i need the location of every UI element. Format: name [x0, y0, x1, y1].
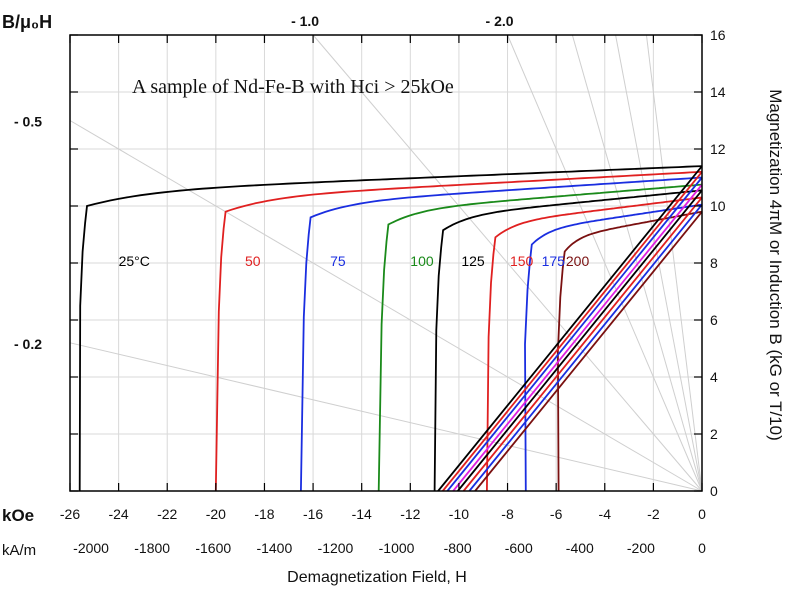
load-lines — [69, 34, 703, 492]
grid-lines — [69, 34, 703, 492]
x2-tick-label: -1800 — [134, 540, 170, 556]
x2-tick-label: -400 — [566, 540, 594, 556]
load-line — [69, 120, 703, 492]
curve-label: 100 — [410, 253, 434, 269]
x-tick-label: -16 — [303, 506, 323, 522]
curve-175 — [524, 203, 703, 492]
x-tick-label: -4 — [599, 506, 612, 522]
induction-line — [474, 211, 703, 492]
curve-label: 75 — [330, 253, 346, 269]
x-tick-label: -26 — [60, 506, 80, 522]
curve-100 — [377, 183, 703, 492]
induction-line — [468, 204, 703, 492]
axis-ticks — [69, 34, 703, 492]
y-tick-label: 4 — [710, 369, 718, 385]
demagnetization-curves — [78, 165, 703, 492]
x2-tick-label: -1400 — [256, 540, 292, 556]
induction-line — [446, 176, 703, 492]
y-tick-label: 2 — [710, 426, 718, 442]
curve-200 — [556, 210, 703, 492]
load-line-label: - 1.0 — [291, 13, 319, 29]
left-axis-title: B/μ₀H — [2, 12, 52, 32]
x-tick-label: -18 — [254, 506, 274, 522]
curve-label: 200 — [566, 253, 590, 269]
y-tick-label: 0 — [710, 483, 718, 499]
load-line-label: - 0.2 — [14, 336, 42, 352]
load-line — [645, 34, 703, 492]
x-axis-title: Demagnetization Field, H — [287, 569, 467, 586]
load-line — [312, 34, 703, 492]
chart-annotation: A sample of Nd-Fe-B with Hci > 25kOe — [132, 76, 454, 98]
x-tick-label: -24 — [108, 506, 128, 522]
x-tick-label: -10 — [449, 506, 469, 522]
induction-line — [457, 189, 703, 492]
series-labels: 25°C 50 75 100 125 150 175 200 — [119, 253, 590, 269]
x2-tick-label: -600 — [505, 540, 533, 556]
curve-label: 50 — [245, 253, 261, 269]
y-tick-label: 14 — [710, 84, 726, 100]
x-tick-label: -8 — [501, 506, 514, 522]
x-tick-label: 0 — [698, 506, 706, 522]
load-line-label: - 2.0 — [486, 13, 514, 29]
curve-150 — [486, 196, 703, 492]
tick-labels: - 0.5- 0.2- 1.0- 2.0-26 -24 -22 -20 -18 -16 -1… — [14, 13, 726, 556]
induction-line — [437, 165, 703, 492]
x2-tick-label: -1000 — [379, 540, 415, 556]
load-line-label: - 0.5 — [14, 114, 42, 130]
x-tick-label: -14 — [352, 506, 372, 522]
y-tick-label: 8 — [710, 255, 718, 271]
induction-line — [452, 184, 703, 492]
bottom-axis-unit: kOe — [2, 506, 34, 525]
curve-label: 175 — [542, 253, 566, 269]
curve-label: 125 — [461, 253, 485, 269]
y-tick-label: 10 — [710, 198, 726, 214]
curve-50 — [214, 170, 703, 492]
x2-tick-label: -1600 — [195, 540, 231, 556]
induction-line — [462, 196, 703, 492]
load-line — [69, 342, 703, 492]
y-tick-label: 16 — [710, 27, 726, 43]
x-tick-label: -22 — [157, 506, 177, 522]
curve-label: 150 — [510, 253, 534, 269]
curve-25°C — [78, 165, 703, 492]
x2-tick-label: -200 — [627, 540, 655, 556]
curve-125 — [433, 189, 703, 492]
x2-tick-label: 0 — [698, 540, 706, 556]
x2-tick-label: -2000 — [73, 540, 109, 556]
load-line — [507, 34, 703, 492]
y-tick-label: 12 — [710, 141, 726, 157]
x2-tick-label: -1200 — [318, 540, 354, 556]
induction-line — [442, 171, 703, 492]
right-axis-title: Magnetization 4πM or Induction B (kG or … — [766, 89, 785, 441]
x-tick-label: -12 — [400, 506, 420, 522]
load-line — [615, 34, 703, 492]
x-tick-label: -6 — [550, 506, 563, 522]
y-tick-label: 6 — [710, 312, 718, 328]
x2-tick-label: -800 — [444, 540, 472, 556]
curve-75 — [300, 176, 703, 492]
x-tick-label: -2 — [647, 506, 660, 522]
x-tick-label: -20 — [206, 506, 226, 522]
bottom2-axis-unit: kA/m — [2, 542, 36, 559]
curve-label: 25°C — [119, 253, 150, 269]
